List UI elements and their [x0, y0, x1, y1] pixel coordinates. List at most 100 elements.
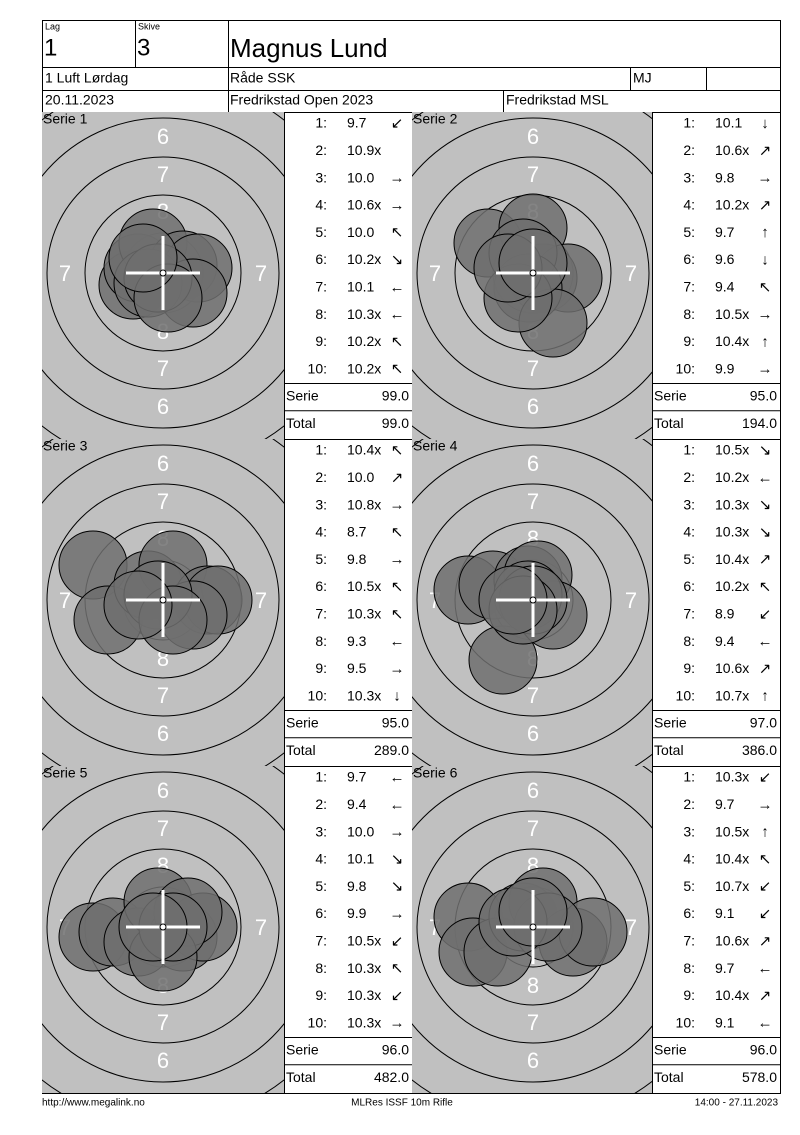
series-title: Serie 6 — [413, 765, 458, 781]
shot-direction: ↙ — [759, 905, 772, 922]
shot-number: 6: — [683, 905, 695, 921]
shot-value: 9.3 — [347, 633, 367, 649]
shot-direction: → — [390, 497, 405, 514]
shot-direction: ↖ — [759, 851, 772, 868]
shot-direction: → — [758, 361, 773, 378]
shot-direction: ← — [390, 279, 405, 296]
shot-value: 10.1 — [347, 851, 374, 867]
shot-number: 9: — [315, 987, 327, 1003]
shot-number: 1: — [683, 442, 695, 458]
shot-number: 1: — [315, 115, 327, 131]
total-score: 99.0 — [382, 415, 409, 431]
shot-number: 8: — [315, 306, 327, 322]
shot-direction: → — [390, 905, 405, 922]
shot-number: 10: — [308, 687, 327, 703]
shot-direction: ← — [390, 769, 405, 786]
shot-number: 2: — [683, 142, 695, 158]
shot-value: 9.9 — [715, 360, 735, 376]
ring — [42, 444, 284, 756]
shot-direction: ↙ — [759, 769, 772, 786]
shot-value: 10.1 — [715, 115, 742, 131]
ring-label: 6 — [527, 721, 539, 746]
shot-number: 8: — [683, 960, 695, 976]
total-label: Total — [286, 415, 316, 431]
ring-label: 7 — [157, 683, 169, 708]
shot-direction: ← — [390, 306, 405, 323]
shot-number: 2: — [683, 469, 695, 485]
date: 20.11.2023 — [45, 92, 114, 108]
shot-value: 9.6 — [715, 251, 735, 267]
total-label: Total — [654, 415, 684, 431]
shooter-name: Magnus Lund — [230, 33, 388, 63]
shot-number: 10: — [308, 360, 327, 376]
shot-direction: → — [758, 170, 773, 187]
shot-value: 10.3x — [347, 687, 381, 703]
serie-label: Serie — [286, 1042, 319, 1058]
shot-number: 3: — [315, 823, 327, 839]
shot-number: 4: — [315, 851, 327, 867]
serie-score: 95.0 — [750, 388, 777, 404]
ring-label: 6 — [527, 451, 539, 476]
shot-value: 8.9 — [715, 606, 735, 622]
location: Fredrikstad MSL — [506, 92, 609, 108]
shot-number: 10: — [676, 1014, 695, 1030]
shot-direction: ↙ — [391, 115, 404, 132]
ring — [42, 117, 284, 429]
series-title: Serie 4 — [413, 438, 458, 454]
footer-software: MLRes ISSF 10m Rifle — [351, 1098, 453, 1109]
shot-number: 1: — [683, 769, 695, 785]
shot-direction: → — [390, 551, 405, 568]
shot-direction: ↓ — [761, 251, 769, 268]
shot-direction: → — [390, 197, 405, 214]
ring — [84, 194, 242, 352]
ring-label: 7 — [59, 588, 71, 613]
shot-value: 10.2x — [347, 360, 381, 376]
shot-direction: ↗ — [391, 469, 404, 486]
shot-direction: ↑ — [761, 333, 769, 350]
ring-label: 6 — [157, 1048, 169, 1073]
skive-label: Skive — [138, 21, 160, 31]
crosshair-center — [159, 596, 167, 604]
ring-label: 7 — [255, 915, 267, 940]
shot-value: 9.4 — [715, 633, 735, 649]
shot-hole — [103, 570, 173, 640]
shot-direction: ↘ — [759, 497, 772, 514]
ring-label: 6 — [157, 721, 169, 746]
shot-direction: ↗ — [759, 933, 772, 950]
serie-score: 97.0 — [750, 715, 777, 731]
shot-value: 9.7 — [715, 960, 735, 976]
shot-value: 10.4x — [715, 851, 749, 867]
shot-number: 3: — [315, 496, 327, 512]
ring-label: 8 — [527, 973, 539, 998]
shot-number: 5: — [683, 224, 695, 240]
shot-direction: ↖ — [391, 960, 404, 977]
shot-number: 6: — [683, 578, 695, 594]
ring-label: 7 — [527, 489, 539, 514]
shot-direction: ↖ — [391, 224, 404, 241]
class: 1 Luft Lørdag — [45, 70, 128, 86]
shot-number: 7: — [683, 933, 695, 949]
shot-direction: ↑ — [761, 224, 769, 241]
footer-url: http://www.megalink.no — [42, 1098, 145, 1109]
series-title: Serie 5 — [43, 765, 88, 781]
shot-value: 10.3x — [715, 769, 749, 785]
ring — [42, 771, 284, 1083]
shot-value: 9.5 — [347, 660, 367, 676]
ring-label: 6 — [157, 124, 169, 149]
skive: 3 — [137, 34, 150, 61]
ring — [416, 156, 650, 390]
ring — [412, 771, 652, 1083]
ring-label: 7 — [157, 356, 169, 381]
shot-value: 10.5x — [715, 442, 749, 458]
shot-number: 8: — [315, 633, 327, 649]
shot-value: 10.6x — [347, 197, 381, 213]
shot-number: 9: — [683, 333, 695, 349]
shot-value: 9.8 — [347, 878, 367, 894]
shot-number: 7: — [683, 279, 695, 295]
ring-label: 7 — [255, 588, 267, 613]
shot-value: 10.3x — [347, 987, 381, 1003]
shot-value: 10.9x — [347, 142, 381, 158]
